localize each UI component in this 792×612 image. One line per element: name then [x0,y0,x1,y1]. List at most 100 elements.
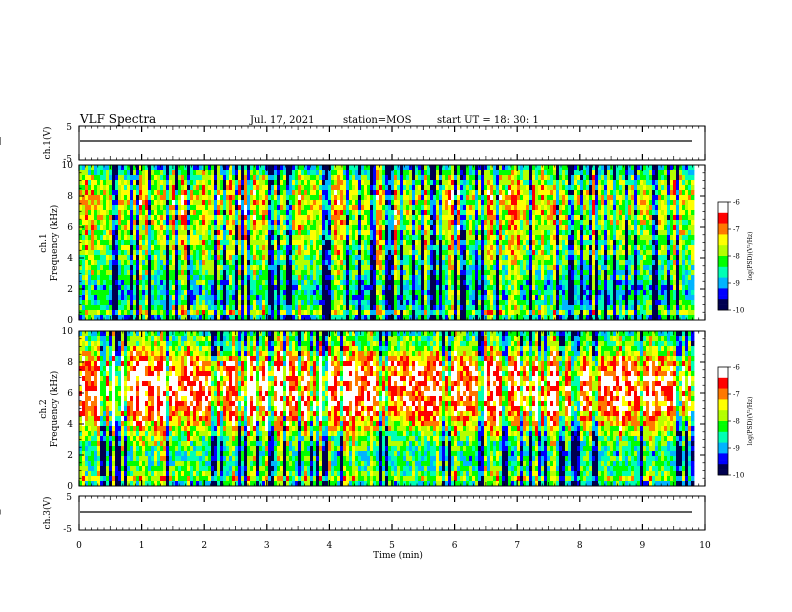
colorbar-segment [718,221,728,224]
ch1-colorbar: -6 -7 -8 -9 -10 log(PSD)(V²/Hz) [717,199,754,315]
colorbar-segment [718,248,728,251]
colorbar-segment [718,205,728,208]
ch2-spectrogram-ytick-label: 10 [62,327,74,337]
colorbar-segment [718,410,728,413]
colorbar-segment [718,444,728,447]
ch1-spectrogram-panel: 0 2 4 6 8 10 ch.1 Frequency (kHz) [39,161,706,326]
colorbar-segment [718,223,728,226]
ch1-spectrogram-yticks: 0 2 4 6 8 10 [62,161,705,326]
ch1-waveform-panel: 5 -5 ch.1(V) [0,123,706,165]
colorbar-segment [718,239,728,242]
colorbar-segment [718,293,728,296]
colorbar-segment [718,381,728,384]
time-tick-label: 0 [76,541,82,551]
colorbar-tick-label: -10 [733,472,744,480]
colorbar-segment [718,370,728,373]
colorbar-segment [718,301,728,304]
colorbar-segment [718,286,728,289]
colorbar-segment [718,399,728,402]
colorbar-segment [718,302,728,305]
colorbar-segment [718,388,728,391]
colorbar-segment [718,283,728,286]
colorbar-segment [718,266,728,269]
colorbar-segment [718,412,728,415]
colorbar-tick-label: -6 [733,199,740,207]
colorbar-segment [718,415,728,418]
colorbar-segment [718,413,728,416]
ch1-spectrogram-ytick-label: 0 [67,316,73,326]
header-date: Jul. 17, 2021 [249,115,315,126]
colorbar-segment [718,421,728,424]
colorbar-tick-label: -8 [733,253,740,261]
colorbar-segment [718,426,728,429]
figure-title: VLF Spectra [79,112,156,126]
ch1-spectrogram-cells [79,165,695,321]
colorbar-segment [718,209,728,212]
colorbar-segment [718,390,728,393]
colorbar-segment [718,250,728,253]
header-start-time: start UT = 18: 30: 1 [437,115,539,126]
colorbar-segment [718,243,728,246]
colorbar-segment [718,292,728,295]
colorbar-label: log(PSD)(V²/Hz) [747,397,754,446]
colorbar-segment [718,234,728,237]
colorbar-segment [718,385,728,388]
colorbar-segment [718,284,728,287]
ch3-ytick-bottom: -5 [63,525,72,535]
time-tick-label: 1 [139,541,145,551]
header-station: station=MOS [343,115,412,126]
colorbar-segment [718,408,728,411]
colorbar-segment [718,392,728,395]
colorbar-segment [718,430,728,433]
colorbar-segment [718,406,728,409]
colorbar-segment [718,268,728,271]
colorbar-segment [718,212,728,215]
colorbar-tick-label: -10 [733,307,744,315]
ch2-spectrogram-ytick-label: 4 [67,420,73,430]
ch1-spectrogram-ylabel-channel: ch.1 [39,233,49,252]
colorbar-segment [718,379,728,382]
colorbar-segment [718,236,728,239]
colorbar-segment [718,261,728,264]
colorbar-segment [718,245,728,248]
colorbar-segment [718,395,728,398]
colorbar-segment [718,397,728,400]
colorbar-segment [718,464,728,467]
colorbar-tick-label: -7 [733,391,740,399]
colorbar-segment [718,449,728,452]
colorbar-segment [718,460,728,463]
colorbar-segment [718,295,728,298]
colorbar-segment [718,272,728,275]
colorbar-segment [718,431,728,434]
colorbar-segment [718,299,728,302]
colorbar-segment [718,462,728,465]
colorbar-segment [718,428,728,431]
colorbar-segment [718,270,728,273]
colorbar-segment [718,257,728,260]
time-tick-label: 10 [699,541,711,551]
colorbar-segment [718,377,728,380]
colorbar-segment [718,372,728,375]
colorbar-segment [718,437,728,440]
colorbar-segment [718,424,728,427]
colorbar-segment [718,256,728,259]
ch2-spectrogram-ytick-label: 0 [67,482,73,492]
colorbar-segment [718,469,728,472]
time-tick-label: 8 [577,541,583,551]
ch1-ytick-top: 5 [66,123,72,133]
ch2-colorbar: -6 -7 -8 -9 -10 log(PSD)(V²/Hz) [717,364,754,480]
time-axis: 0 1 2 3 4 5 6 7 8 9 10 [76,126,711,551]
colorbar-segment [718,247,728,250]
ch2-spectrogram-cells [79,331,695,487]
colorbar-segment [718,232,728,235]
colorbar-segment [718,419,728,422]
colorbar-tick-label: -6 [733,364,740,372]
colorbar-segment [718,288,728,291]
colorbar-segment [718,203,728,206]
time-tick-label: 4 [327,541,333,551]
colorbar-segment [718,446,728,449]
colorbar-segment [718,202,728,205]
colorbar-segment [718,281,728,284]
colorbar-tick-label: -9 [733,280,740,288]
colorbar-segment [718,401,728,404]
